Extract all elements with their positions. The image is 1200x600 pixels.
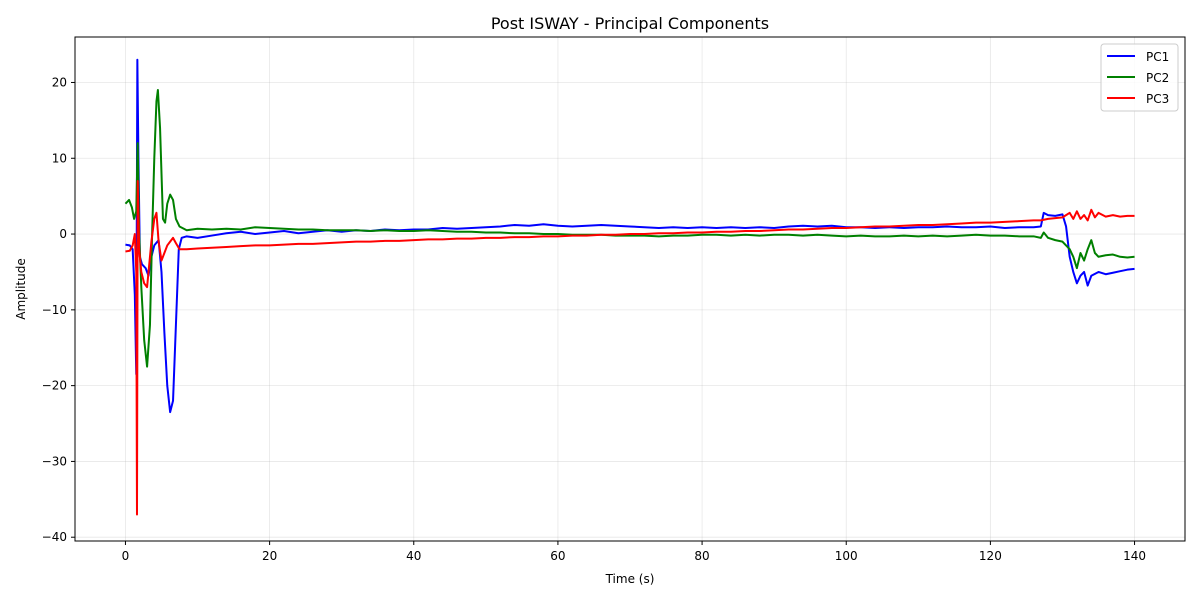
y-tick-label: −30 [42,454,67,468]
y-axis-label: Amplitude [14,258,28,320]
plot-frame [74,36,1186,542]
x-tick-label: 120 [979,549,1002,563]
y-tick-label: 0 [59,227,67,241]
x-axis-label: Time (s) [605,572,655,586]
y-tick-label: 10 [52,151,67,165]
series-line-pc3 [125,180,1135,516]
x-tick-label: 60 [550,549,565,563]
legend-label-pc3: PC3 [1146,92,1169,106]
legend: PC1 PC2 PC3 [1100,43,1179,112]
x-tick-label: 100 [835,549,858,563]
legend-label-pc2: PC2 [1146,71,1169,85]
x-axis-ticks: 0 20 40 60 80 100 120 140 [122,541,1146,563]
x-tick-label: 0 [122,549,130,563]
y-axis-ticks: −40 −30 −20 −10 0 10 20 [42,75,75,544]
legend-label-pc1: PC1 [1146,50,1169,64]
series-line-pc1 [125,58,1135,414]
x-tick-label: 80 [694,549,709,563]
y-tick-label: −40 [42,530,67,544]
series-layer [124,58,1135,516]
legend-box [1100,43,1179,112]
y-tick-label: −10 [42,303,67,317]
y-tick-label: −20 [42,379,67,393]
chart-title: Post ISWAY - Principal Components [491,14,769,33]
y-tick-label: 20 [52,75,67,89]
x-tick-label: 20 [262,549,277,563]
x-tick-label: 40 [406,549,421,563]
x-tick-label: 140 [1123,549,1146,563]
